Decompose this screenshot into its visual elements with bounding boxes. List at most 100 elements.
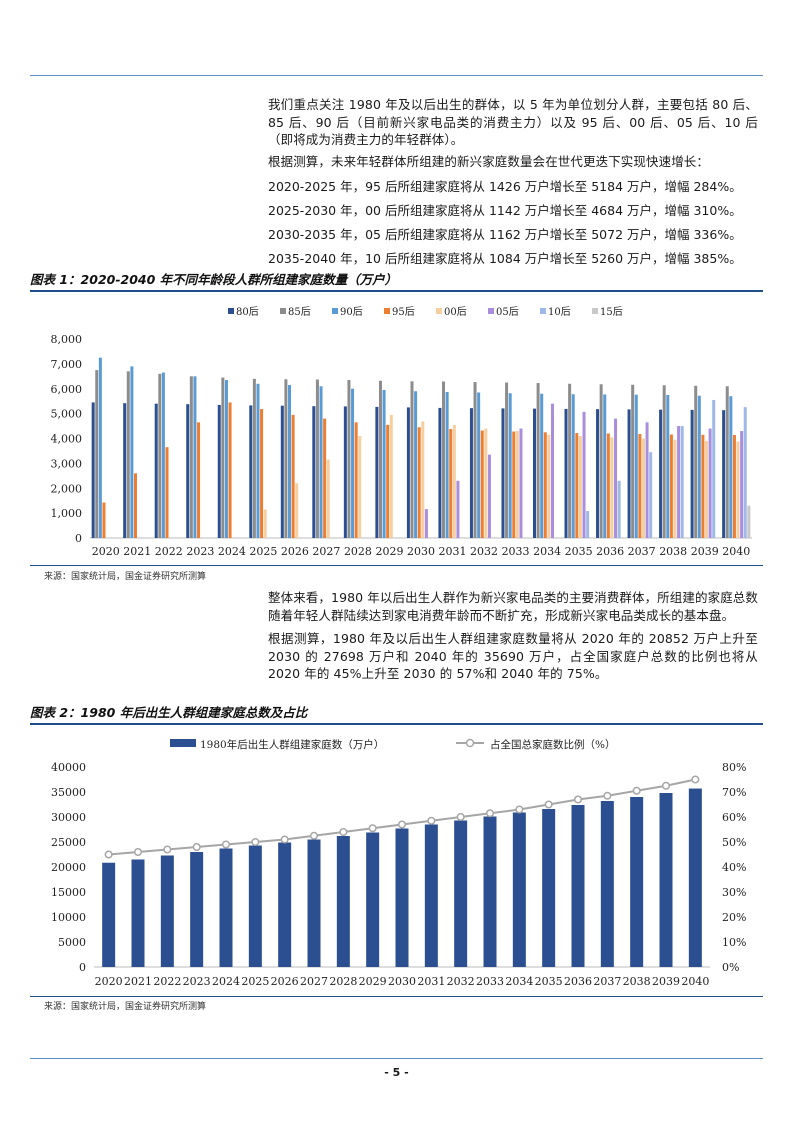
y2-tick-label: 70%: [722, 786, 746, 799]
bar: [315, 379, 319, 538]
x-tick-label: 2033: [476, 975, 504, 988]
legend-swatch: [170, 739, 196, 747]
x-tick-label: 2039: [691, 545, 719, 558]
legend-label: 80后: [236, 306, 259, 318]
line-point: [485, 809, 495, 818]
legend-swatch: [332, 308, 338, 314]
bar: [732, 435, 736, 538]
bar: [154, 403, 158, 538]
bar: [649, 452, 653, 538]
bar: [190, 852, 204, 967]
legend-label: 15后: [600, 306, 623, 318]
growth-line-4: 2035-2040 年，10 后所组建家庭将从 1084 万户增长至 5260 …: [268, 251, 742, 266]
line-point: [456, 812, 465, 822]
line-point: [632, 786, 641, 795]
y-tick-label: 3,000: [51, 457, 83, 470]
bar: [131, 859, 145, 967]
bar: [603, 394, 607, 538]
figure2-chart: 1980年后出生人群组建家庭数（万户） 占全国总家庭数比例（%） 0 5000 1000…: [51, 738, 746, 988]
bar: [382, 389, 386, 538]
line-point: [309, 831, 319, 840]
bar: [456, 480, 460, 538]
bar: [336, 836, 350, 967]
middle-paragraph-2: 根据测算，1980 年及以后出生人群组建家庭数量将从 2020 年的 20852…: [268, 631, 758, 681]
legend-swatch: [228, 308, 234, 314]
bar: [445, 391, 449, 538]
legend-label: 1980年后出生人群组建家庭数（万户）: [200, 738, 384, 751]
bar: [280, 405, 284, 538]
bar: [421, 421, 425, 538]
x-tick-label: 2027: [300, 975, 328, 988]
y-tick-label: 4,000: [51, 433, 83, 446]
bar: [571, 394, 575, 538]
bar: [722, 410, 726, 538]
bar: [596, 409, 600, 538]
bar: [378, 380, 382, 538]
figure1-chart: 80后 85后 90后 95后 00后 05后 10后 15后 0 1,000 2,000 3,000…: [51, 306, 752, 558]
bar: [307, 839, 321, 967]
line-point: [163, 845, 172, 854]
intro-paragraph-2: 根据测算，未来年轻群体所组建的新兴家庭数量会在世代更迭下实现快速增长：: [268, 153, 710, 169]
bar: [547, 434, 551, 538]
figure2-bottom-rule: [30, 996, 763, 997]
x-tick-label: 2037: [628, 545, 656, 558]
bar: [91, 402, 95, 538]
legend-marker: [465, 738, 475, 748]
y-tick-label: 2,000: [51, 482, 83, 495]
bar: [347, 380, 351, 538]
footer-rule: [30, 1058, 763, 1059]
bar: [641, 438, 645, 538]
y-tick-label: 0: [75, 532, 82, 545]
bar: [614, 418, 618, 538]
bar: [536, 383, 540, 538]
x-tick-label: 2035: [565, 545, 593, 558]
bar: [666, 394, 670, 538]
legend-swatch: [436, 308, 442, 314]
y-tick-label: 5,000: [51, 408, 83, 421]
bar: [406, 407, 410, 538]
bar: [424, 509, 428, 538]
x-tick-label: 2034: [533, 545, 561, 558]
bar: [219, 848, 233, 967]
bar: [600, 801, 614, 967]
x-tick-label: 2023: [183, 975, 211, 988]
bar: [617, 480, 621, 538]
bar: [487, 454, 491, 538]
line-point: [251, 837, 260, 847]
bar: [454, 820, 468, 967]
bar: [288, 385, 292, 538]
x-tick-label: 2038: [623, 975, 651, 988]
legend-label: 00后: [444, 306, 467, 318]
bar: [319, 386, 323, 538]
bar: [645, 422, 649, 538]
bar: [98, 357, 102, 538]
figure1-source: 来源：国家统计局，国金证券研究所测算: [44, 572, 207, 582]
bar: [484, 428, 488, 538]
bar: [606, 433, 610, 538]
bar: [690, 409, 694, 538]
y-tick-label: 15000: [51, 886, 86, 899]
line-point: [515, 805, 524, 814]
figure2-title: 图表 2：1980 年后出生人群组建家庭总数及占比: [30, 703, 763, 725]
bar: [312, 406, 316, 538]
x-tick-label: 2027: [312, 545, 340, 558]
bar: [532, 408, 536, 538]
x-tick-label: 2031: [417, 975, 445, 988]
bar: [351, 388, 355, 538]
bar: [673, 439, 677, 538]
bar: [564, 408, 568, 538]
bar: [515, 431, 519, 538]
x-tick-label: 2037: [593, 975, 621, 988]
line-point: [192, 842, 201, 852]
bar: [126, 371, 130, 538]
legend-swatch: [488, 308, 494, 314]
intro-paragraph-1: 我们重点关注 1980 年及以后出生的群体，以 5 年为单位划分人群，主要包括 …: [268, 97, 758, 147]
x-tick-label: 2026: [271, 975, 299, 988]
line-point: [397, 820, 407, 829]
bar: [160, 855, 174, 967]
bar: [680, 426, 684, 538]
x-tick-label: 2026: [281, 545, 309, 558]
bar: [712, 399, 716, 538]
bar: [395, 828, 409, 967]
bar: [442, 381, 446, 538]
